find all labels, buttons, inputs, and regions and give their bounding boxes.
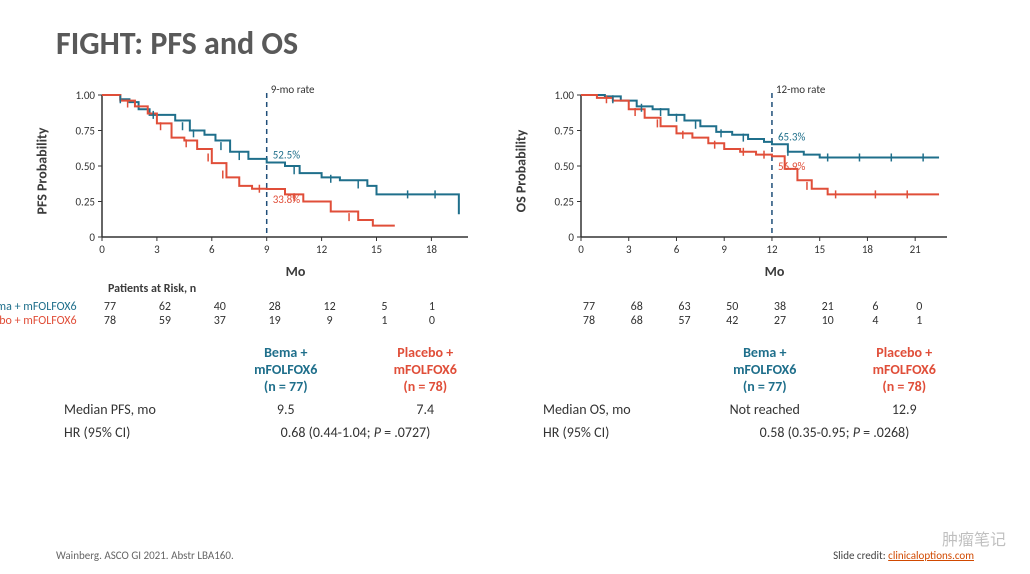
- svg-text:9: 9: [721, 243, 727, 256]
- risk-cell: 10: [804, 314, 852, 328]
- risk-cell: 19: [247, 314, 302, 328]
- risk-cell: 78: [83, 314, 138, 328]
- risk-cell: 77: [83, 300, 138, 314]
- svg-text:0: 0: [578, 243, 584, 256]
- risk-cell: 27: [756, 314, 804, 328]
- col-placebo: Placebo +mFOLFOX6(n = 78): [835, 344, 975, 395]
- svg-text:12-mo rate: 12-mo rate: [776, 83, 826, 96]
- chart-panels: PFS Probability 00.250.500.751.000369121…: [56, 81, 974, 441]
- risk-cell: 78: [565, 314, 613, 328]
- risk-cell: 37: [192, 314, 247, 328]
- risk-row-label: [519, 314, 565, 328]
- svg-text:6: 6: [209, 243, 215, 256]
- risk-row-label: Placebo + mFOLFOX6: [0, 314, 83, 328]
- os-xlabel: Mo: [575, 263, 974, 280]
- median-pfs-placebo: 7.4: [356, 401, 496, 418]
- svg-text:0: 0: [99, 243, 105, 256]
- risk-cell: 40: [192, 300, 247, 314]
- pfs-xlabel: Mo: [96, 263, 495, 280]
- risk-cell: 42: [708, 314, 756, 328]
- risk-cell: 68: [613, 314, 661, 328]
- os-risk-table: 77686350382160 78685742271041: [519, 300, 974, 328]
- col-placebo: Placebo +mFOLFOX6(n = 78): [356, 344, 496, 395]
- risk-cell: 68: [613, 300, 661, 314]
- pfs-summary: Bema +mFOLFOX6(n = 77) Placebo +mFOLFOX6…: [56, 344, 495, 441]
- risk-cell: 12: [302, 300, 357, 314]
- hr-pfs-label: HR (95% CI): [56, 424, 216, 441]
- svg-text:1.00: 1.00: [554, 89, 574, 102]
- risk-cell: 1: [357, 314, 412, 328]
- risk-cell: 6: [852, 300, 900, 314]
- slide-credit: Slide credit: clinicaloptions.com: [833, 549, 974, 562]
- risk-cell: 57: [661, 314, 709, 328]
- svg-text:12: 12: [766, 243, 778, 256]
- svg-text:0.50: 0.50: [554, 160, 574, 173]
- svg-text:15: 15: [814, 243, 825, 256]
- col-bema: Bema +mFOLFOX6(n = 77): [695, 344, 835, 395]
- svg-text:18: 18: [426, 243, 438, 256]
- risk-cell: 38: [756, 300, 804, 314]
- risk-cell: 77: [565, 300, 613, 314]
- median-os-label: Median OS, mo: [535, 401, 695, 418]
- pfs-ylabel: PFS Probability: [34, 128, 51, 215]
- pfs-risk-table: Bema + mFOLFOX6776240281251 Placebo + mFO…: [0, 300, 495, 328]
- svg-text:0.25: 0.25: [554, 196, 574, 209]
- svg-text:56.9%: 56.9%: [778, 160, 806, 173]
- risk-cell: 50: [708, 300, 756, 314]
- svg-text:52.5%: 52.5%: [273, 148, 301, 161]
- risk-cell: 59: [137, 314, 192, 328]
- svg-text:15: 15: [371, 243, 382, 256]
- citation-footer: Wainberg. ASCO GI 2021. Abstr LBA160.: [56, 549, 234, 562]
- risk-cell: 63: [661, 300, 709, 314]
- pfs-panel: PFS Probability 00.250.500.751.000369121…: [56, 81, 495, 441]
- hr-pfs-value: 0.68 (0.44-1.04; P = .0727): [216, 424, 495, 441]
- os-summary: Bema +mFOLFOX6(n = 77) Placebo +mFOLFOX6…: [535, 344, 974, 441]
- svg-text:21: 21: [910, 243, 922, 256]
- risk-cell: 5: [357, 300, 412, 314]
- median-os-bema: Not reached: [695, 401, 835, 418]
- risk-cell: 1: [899, 314, 939, 328]
- hr-os-label: HR (95% CI): [535, 424, 695, 441]
- svg-text:0.75: 0.75: [554, 125, 574, 138]
- median-pfs-label: Median PFS, mo: [56, 401, 216, 418]
- hr-os-value: 0.58 (0.35-0.95; P = .0268): [695, 424, 974, 441]
- svg-text:9-mo rate: 9-mo rate: [271, 83, 315, 96]
- svg-text:9: 9: [264, 243, 270, 256]
- svg-text:33.8%: 33.8%: [273, 193, 301, 206]
- svg-text:3: 3: [154, 243, 160, 256]
- svg-text:18: 18: [862, 243, 874, 256]
- median-pfs-bema: 9.5: [216, 401, 356, 418]
- risk-cell: 1: [412, 300, 452, 314]
- risk-cell: 0: [899, 300, 939, 314]
- risk-cell: 0: [412, 314, 452, 328]
- svg-text:0.25: 0.25: [75, 196, 95, 209]
- svg-text:0.75: 0.75: [75, 125, 95, 138]
- svg-text:1.00: 1.00: [75, 89, 95, 102]
- risk-row-label: [519, 300, 565, 314]
- risk-cell: 21: [804, 300, 852, 314]
- col-bema: Bema +mFOLFOX6(n = 77): [216, 344, 356, 395]
- os-ylabel: OS Probability: [513, 130, 530, 213]
- risk-cell: 9: [302, 314, 357, 328]
- median-os-placebo: 12.9: [835, 401, 975, 418]
- risk-cell: 28: [247, 300, 302, 314]
- risk-title: Patients at Risk, n: [108, 282, 495, 296]
- slide-title: FIGHT: PFS and OS: [56, 24, 974, 63]
- svg-text:0.50: 0.50: [75, 160, 95, 173]
- risk-cell: 4: [852, 314, 900, 328]
- watermark: 肿瘤笔记: [942, 526, 1006, 550]
- credit-link[interactable]: clinicaloptions.com: [888, 549, 974, 562]
- os-panel: OS Probability 00.250.500.751.0003691215…: [535, 81, 974, 441]
- svg-text:65.3%: 65.3%: [778, 130, 806, 143]
- svg-text:12: 12: [316, 243, 328, 256]
- svg-text:3: 3: [626, 243, 632, 256]
- svg-text:6: 6: [674, 243, 680, 256]
- risk-row-label: Bema + mFOLFOX6: [0, 300, 83, 314]
- svg-text:0: 0: [89, 231, 95, 244]
- os-chart: OS Probability 00.250.500.751.0003691215…: [535, 81, 955, 261]
- svg-text:0: 0: [568, 231, 574, 244]
- risk-cell: 62: [137, 300, 192, 314]
- pfs-chart: PFS Probability 00.250.500.751.000369121…: [56, 81, 476, 261]
